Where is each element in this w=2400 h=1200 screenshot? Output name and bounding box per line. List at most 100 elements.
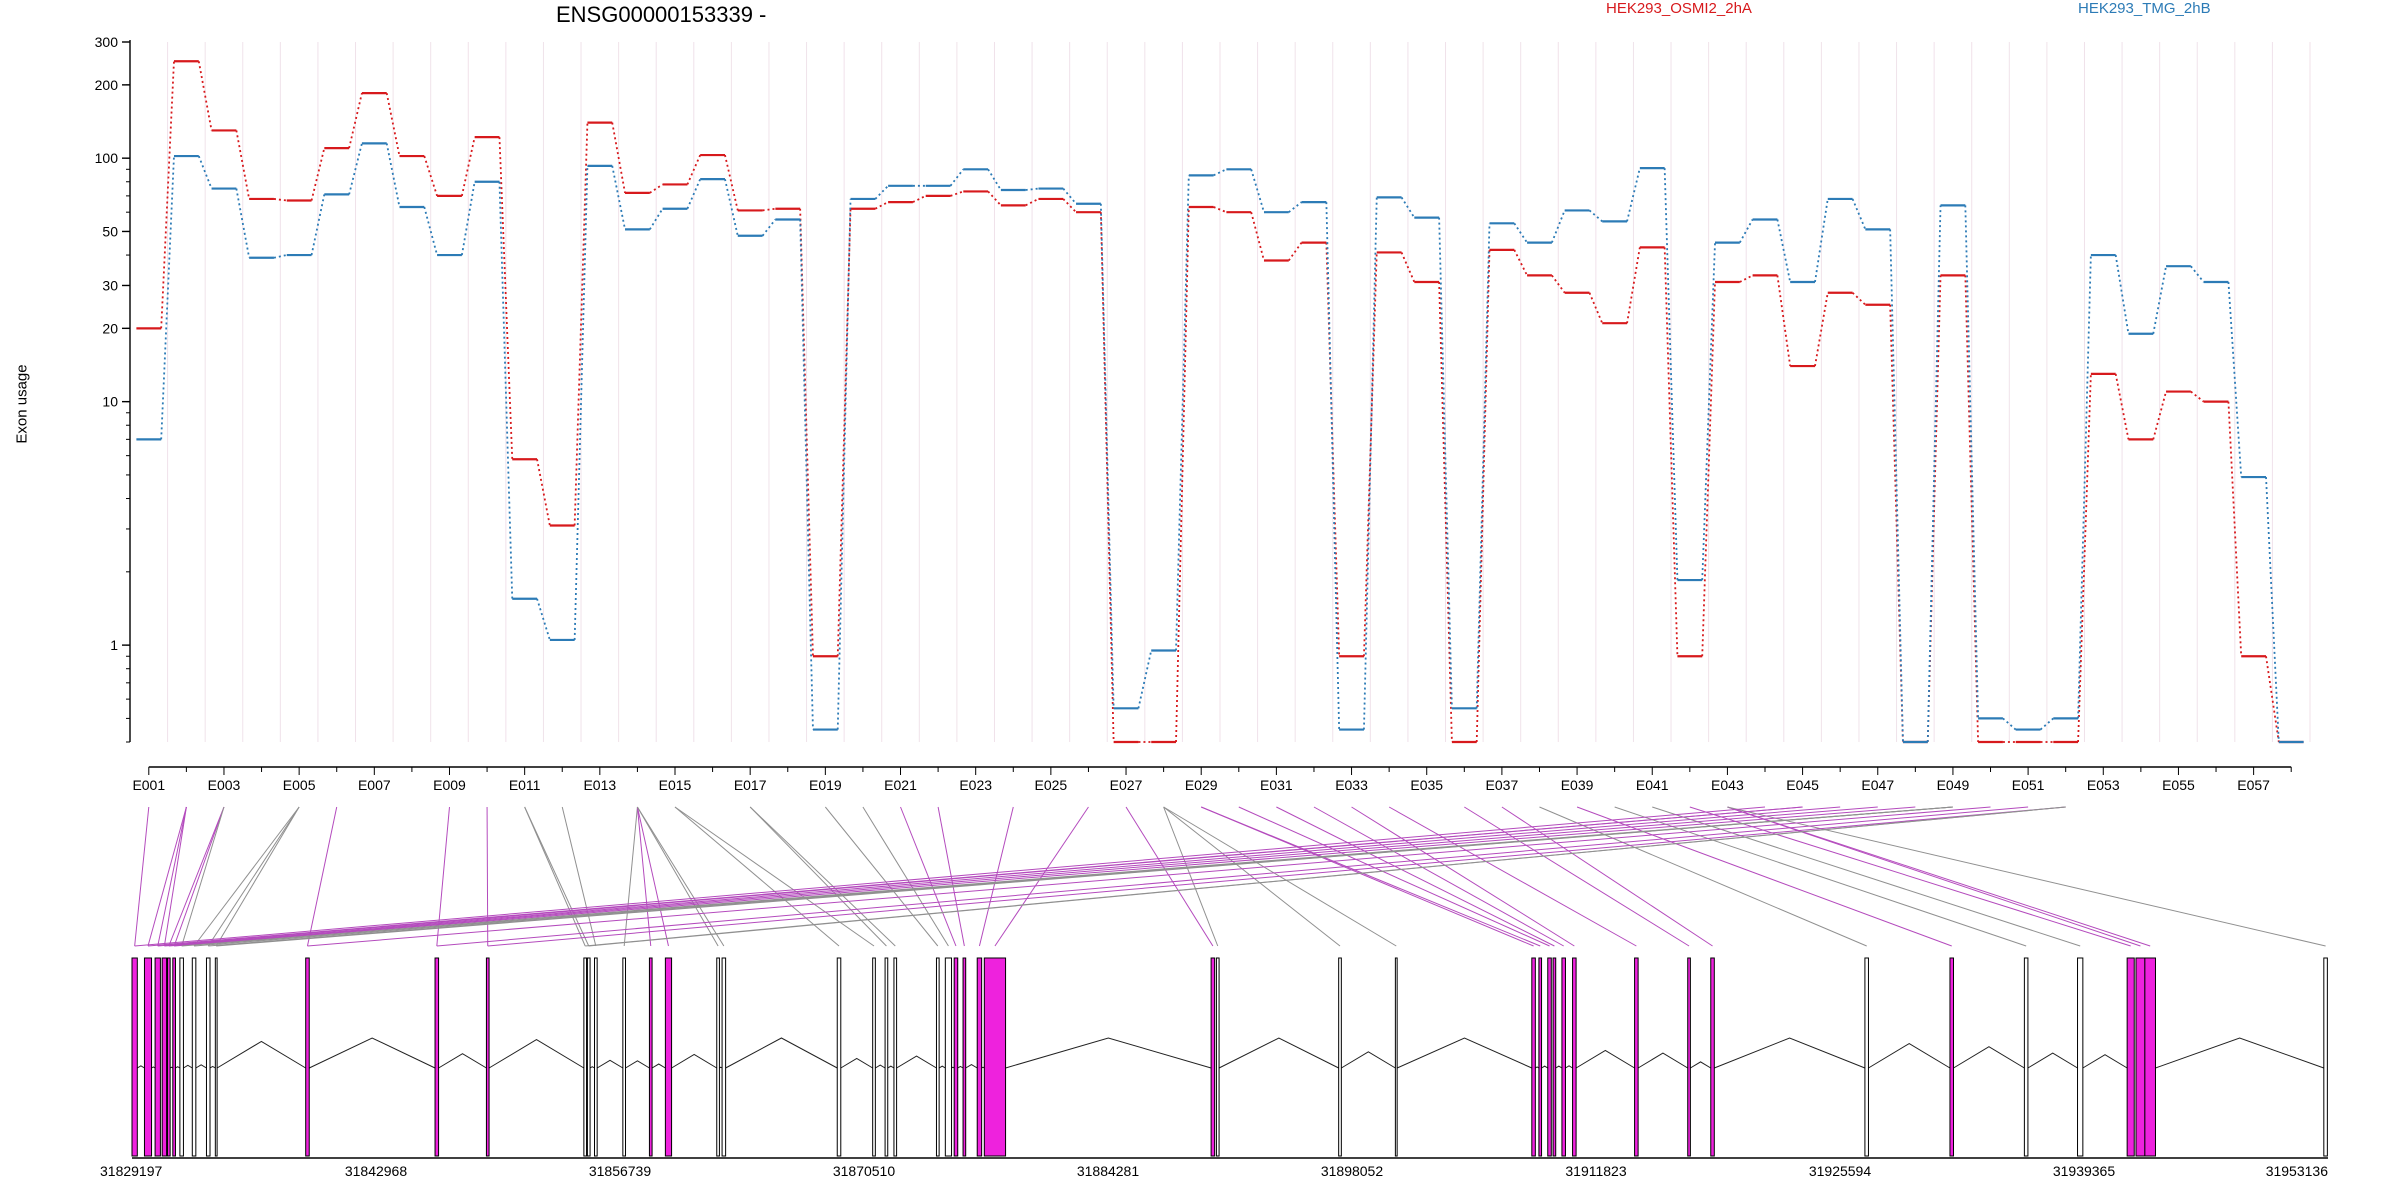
exon-mapping-line (1313, 806, 1564, 947)
gene-model-exon (893, 957, 898, 1157)
gene-model-exon (1394, 957, 1398, 1157)
series-connector (686, 178, 702, 210)
exon-mapping-line (636, 806, 669, 947)
series-connector (1438, 217, 1453, 709)
exon-mapping-line (623, 806, 638, 947)
intron-connector (887, 1065, 895, 1069)
genomic-tick-label: 31884281 (1077, 1163, 1140, 1179)
exon-mapping-line (1727, 806, 2326, 947)
exon-mapping-line (674, 806, 875, 947)
x-tick-label: E053 (2087, 777, 2120, 793)
x-tick-label: E019 (809, 777, 842, 793)
series-connector (1062, 188, 1077, 205)
series-connector (235, 188, 251, 258)
series-connector (536, 598, 551, 641)
gene-model-exon (884, 957, 889, 1157)
series-connector (1213, 168, 1227, 177)
series-connector (1626, 167, 1641, 222)
gene-model-exon (1210, 957, 1216, 1157)
x-tick-label: E013 (583, 777, 616, 793)
genomic-tick-label: 31829197 (100, 1163, 163, 1179)
gene-model-exon (1561, 957, 1566, 1157)
exon-mapping-line (1464, 806, 1690, 947)
series-connector (197, 155, 213, 189)
series-connector (2190, 265, 2205, 283)
intron-connector (589, 1066, 595, 1069)
intron-connector (175, 1066, 181, 1069)
gene-model-exon (2126, 957, 2135, 1157)
y-tick-label: 10 (102, 394, 118, 410)
gene-model-exon (2323, 957, 2328, 1157)
gene-model-exon (935, 957, 940, 1157)
x-tick-label: E005 (283, 777, 316, 793)
series-connector (1475, 223, 1491, 709)
intron-connector (1565, 1065, 1573, 1069)
exon-mapping-line (181, 806, 225, 947)
exon-mapping-line (436, 806, 2029, 947)
series-connector (1663, 168, 1679, 581)
x-tick-label: E017 (734, 777, 767, 793)
series-connector (1062, 198, 1077, 213)
gene-model-exon (648, 957, 653, 1157)
exon-mapping-line (636, 806, 725, 947)
exon-mapping-line (1351, 806, 1575, 947)
gene-model-exon (1710, 957, 1715, 1157)
series-connector (2152, 391, 2167, 440)
intron-connector (1341, 1051, 1396, 1069)
intron-connector (1535, 1066, 1540, 1069)
gene-model-exon (1572, 957, 1577, 1157)
gene-model-exon (214, 957, 218, 1157)
exon-mapping-line (636, 806, 652, 947)
x-tick-label: E021 (884, 777, 917, 793)
gene-model-exon (179, 957, 184, 1157)
intron-connector (1005, 1037, 1212, 1069)
intron-connector (2082, 1054, 2128, 1069)
intron-connector (1541, 1065, 1549, 1069)
exon-mapping-line (216, 806, 1953, 947)
intron-connector (1690, 1061, 1712, 1069)
exon-mapping-line (306, 806, 338, 947)
genomic-tick-label: 31842968 (345, 1163, 408, 1179)
series-connector (762, 207, 776, 212)
exon-mapping-line (1689, 806, 2131, 947)
exon-mapping-line (1163, 806, 1341, 947)
series-connector (2114, 373, 2130, 440)
intron-connector (216, 1040, 306, 1069)
x-tick-label: E057 (2237, 777, 2270, 793)
series-connector (1213, 206, 1227, 214)
x-tick-label: E055 (2162, 777, 2195, 793)
exon-mapping-line (164, 806, 1841, 947)
intron-connector (209, 1065, 216, 1069)
gene-model-exon (1864, 957, 1869, 1157)
series-connector (987, 190, 1002, 206)
series-connector (1551, 274, 1566, 294)
legend-entry-osmi2: HEK293_OSMI2_2hA (1606, 0, 1752, 17)
series-connector (1363, 197, 1378, 730)
genomic-tick-label: 31870510 (833, 1163, 896, 1179)
series-connector (348, 143, 363, 195)
gene-model-exon (154, 957, 161, 1157)
gene-model-exon (1634, 957, 1639, 1157)
x-tick-label: E011 (509, 777, 541, 793)
gene-model-exon (664, 957, 673, 1157)
gene-model-exon (594, 957, 598, 1157)
x-tick-label: E047 (1861, 777, 1894, 793)
exon-mapping-line (134, 806, 1766, 947)
series-connector (536, 459, 551, 526)
exon-mapping-line (824, 806, 939, 947)
x-tick-label: E001 (132, 777, 165, 793)
series-connector (2265, 477, 2280, 743)
series-connector (686, 154, 702, 185)
series-connector (385, 143, 401, 208)
series-connector (1099, 203, 1115, 709)
series-hek293-tmg-2hb (136, 142, 2304, 744)
x-tick-label: E027 (1110, 777, 1143, 793)
series-connector (310, 147, 326, 201)
gene-model-exon (962, 957, 967, 1157)
series-connector (2077, 373, 2092, 743)
gene-model-exon (2135, 957, 2146, 1157)
exon-mapping-line (1388, 806, 1637, 947)
gene-model-exon (191, 957, 197, 1157)
series-connector (573, 122, 589, 526)
exon-mapping-line (900, 806, 957, 947)
